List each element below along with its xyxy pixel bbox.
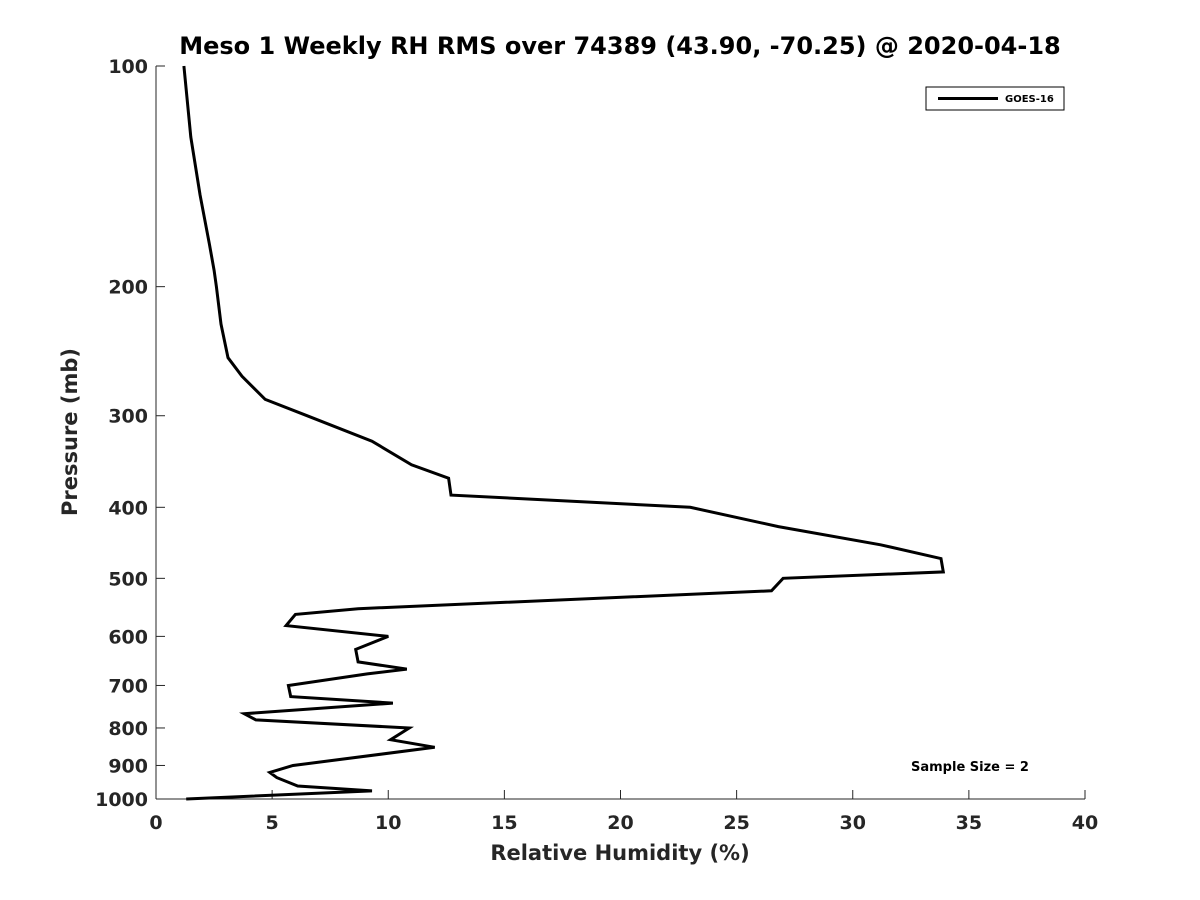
x-tick-label: 35	[956, 812, 982, 834]
y-tick-label: 100	[108, 56, 148, 78]
series-line-goes-16	[182, 65, 946, 801]
legend-label: GOES-16	[1005, 94, 1054, 105]
x-tick-label: 10	[375, 812, 401, 834]
chart-title: Meso 1 Weekly RH RMS over 74389 (43.90, …	[179, 32, 1061, 60]
plot-area	[156, 66, 1085, 799]
y-tick-label: 400	[108, 497, 148, 519]
legend: GOES-16	[925, 86, 1065, 111]
x-tick-label: 30	[840, 812, 866, 834]
x-tick-label: 40	[1072, 812, 1098, 834]
x-axis-label: Relative Humidity (%)	[490, 841, 749, 865]
y-tick-label: 600	[108, 626, 148, 648]
series-group	[182, 65, 946, 801]
x-tick-label: 5	[266, 812, 279, 834]
y-tick-label: 700	[108, 675, 148, 697]
sample-size-annotation: Sample Size = 2	[911, 760, 1029, 775]
tick-group: 0 5 10 15 20 25 30 35 40 100 200 300 400 500 600 700 800…	[95, 56, 1098, 834]
x-tick-label: 0	[149, 812, 162, 834]
y-axis-label: Pressure (mb)	[58, 348, 82, 516]
x-tick-label: 15	[491, 812, 517, 834]
y-tick-label: 900	[108, 755, 148, 777]
x-tick-label: 20	[607, 812, 633, 834]
x-tick-label: 25	[723, 812, 749, 834]
y-tick-label: 1000	[95, 789, 148, 811]
y-tick-label: 800	[108, 718, 148, 740]
y-tick-label: 200	[108, 277, 148, 299]
y-tick-label: 500	[108, 568, 148, 590]
y-tick-label: 300	[108, 406, 148, 428]
